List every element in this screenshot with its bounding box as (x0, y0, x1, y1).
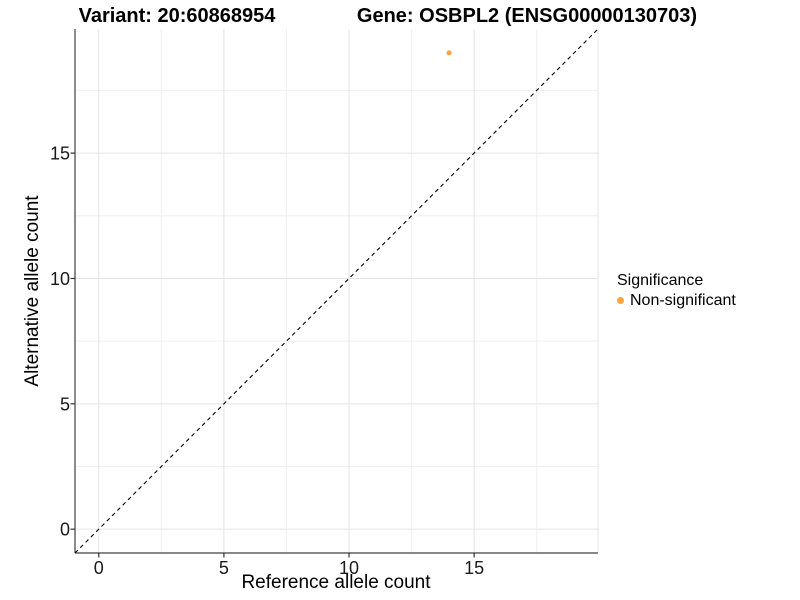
legend-title: Significance (617, 272, 704, 289)
identity-dashed-line (74, 28, 599, 554)
x-axis-title: Reference allele count (241, 572, 431, 593)
x-tick-label: 0 (94, 558, 104, 578)
legend-point-icon (617, 297, 624, 304)
x-tick-label: 10 (339, 558, 359, 578)
legend: Significance Non-significant (617, 271, 736, 310)
gene-title: Gene: OSBPL2 (ENSG00000130703) (356, 5, 698, 27)
y-axis-title: Alternative allele count (22, 195, 43, 387)
y-tick-label: 10 (50, 269, 70, 289)
y-tick-label: 5 (60, 394, 70, 414)
variant-title: Variant: 20:60868954 (78, 5, 276, 27)
y-tick-label: 15 (50, 144, 70, 164)
y-tick-label: 0 (60, 520, 70, 540)
data-point (446, 50, 452, 56)
x-tick-label: 15 (464, 558, 484, 578)
legend-item-non-significant: Non-significant (617, 291, 736, 310)
x-tick-label: 5 (219, 558, 229, 578)
legend-item-label: Non-significant (630, 292, 736, 309)
